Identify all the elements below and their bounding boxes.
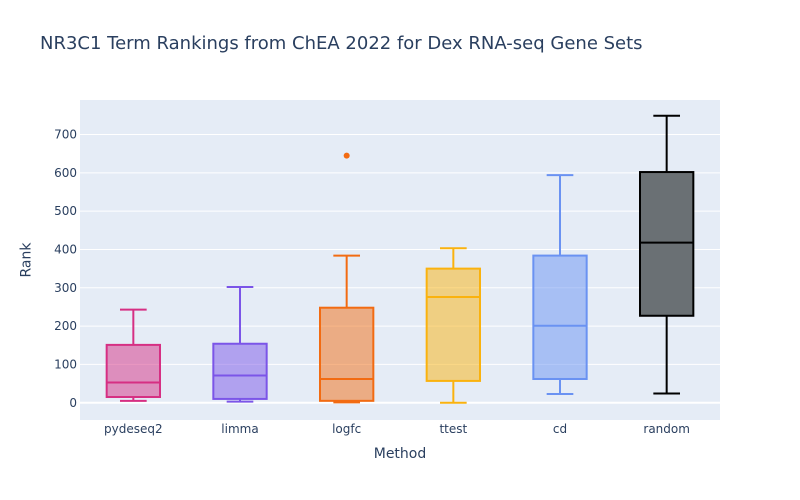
iqr-box — [639, 171, 695, 317]
y-tick-label: 600 — [54, 166, 77, 180]
iqr-box — [105, 343, 161, 399]
outlier-point — [343, 152, 350, 159]
x-tick-label: ttest — [439, 422, 467, 436]
box-logfc — [319, 152, 375, 404]
plot-area — [80, 100, 720, 420]
y-tick-label: 0 — [69, 396, 77, 410]
x-tick-label: logfc — [332, 422, 361, 436]
iqr-box — [319, 306, 375, 402]
grid-lines — [80, 133, 720, 404]
iqr-box — [212, 342, 268, 400]
x-tick-label: random — [643, 422, 690, 436]
y-tick-label: 700 — [54, 127, 77, 141]
y-tick-labels: 0 100 200 300 400 500 600 700 — [54, 127, 77, 409]
box-cd — [532, 174, 588, 395]
iqr-box — [532, 254, 588, 380]
y-tick-label: 500 — [54, 204, 77, 218]
box-traces — [105, 114, 695, 404]
iqr-box — [425, 267, 481, 382]
y-tick-label: 300 — [54, 281, 77, 295]
y-tick-label: 100 — [54, 357, 77, 371]
x-axis-title: Method — [373, 446, 427, 462]
x-tick-label: cd — [553, 422, 567, 436]
x-tick-labels: pydeseq2 limma logfc ttest cd random — [104, 422, 690, 436]
box-random — [639, 114, 695, 395]
y-tick-label: 200 — [54, 319, 77, 333]
chart-title: NR3C1 Term Rankings from ChEA 2022 for D… — [40, 33, 643, 54]
y-axis-title: Rank — [18, 242, 35, 278]
box-limma — [212, 286, 268, 403]
x-tick-label: pydeseq2 — [104, 422, 163, 436]
y-tick-label: 400 — [54, 242, 77, 256]
x-tick-label: limma — [221, 422, 258, 436]
box-ttest — [425, 247, 481, 404]
box-pydeseq2 — [105, 308, 161, 402]
